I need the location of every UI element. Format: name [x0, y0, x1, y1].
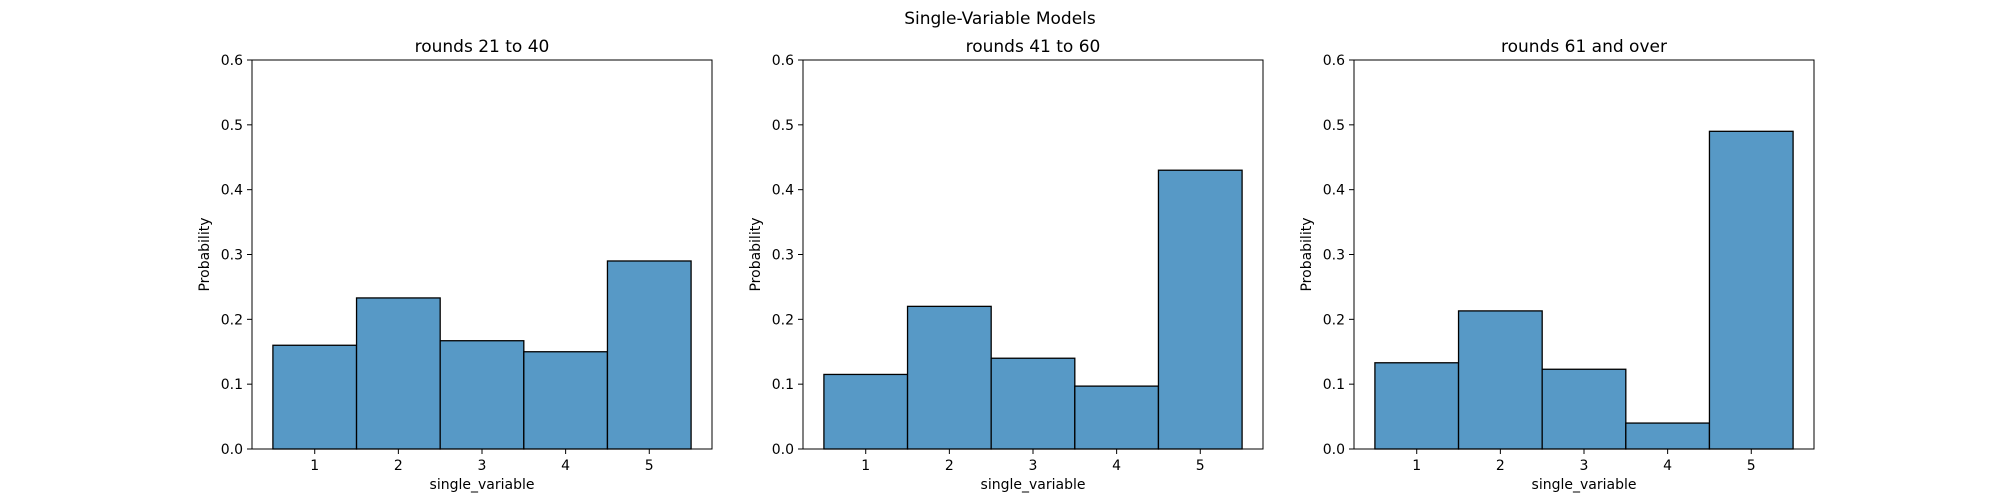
- chart-panel-2: 1 2 3 4 5 0.0 0.1 0.2 0.3 0.4 0.5 0.6 single_variabl…: [748, 37, 1264, 493]
- x-tick-label: 1: [1412, 458, 1421, 474]
- x-tick-label: 5: [1196, 458, 1205, 474]
- y-tick-label: 0.5: [772, 118, 794, 134]
- y-tick-label: 0.1: [772, 377, 794, 393]
- figure-suptitle: Single-Variable Models: [904, 9, 1096, 29]
- y-axis-label: Probability: [197, 217, 213, 291]
- y-tick-label: 0.3: [221, 248, 243, 264]
- x-axis-label: single_variable: [430, 477, 535, 493]
- x-tick-label: 1: [861, 458, 870, 474]
- panel-title: rounds 61 and over: [1501, 37, 1667, 57]
- x-tick-label: 4: [561, 458, 570, 474]
- y-tick-label: 0.5: [221, 118, 243, 134]
- y-tick-label: 0.0: [772, 442, 794, 458]
- x-axis-label: single_variable: [981, 477, 1086, 493]
- bar-4: [1074, 385, 1160, 450]
- y-tick-label: 0.6: [772, 53, 794, 69]
- bar-3: [990, 357, 1076, 450]
- y-axis-label: Probability: [1299, 217, 1315, 291]
- bar-3: [1541, 368, 1627, 450]
- y-tick-label: 0.2: [221, 312, 243, 328]
- bar-4: [523, 351, 609, 450]
- bar-1: [272, 344, 358, 450]
- y-tick-label: 0.0: [221, 442, 243, 458]
- bar-2: [1457, 310, 1543, 450]
- x-tick-label: 3: [1580, 458, 1589, 474]
- chart-panel-1: 1 2 3 4 5 0.0 0.1 0.2 0.3 0.4 0.5 0.6 single_variabl…: [197, 37, 713, 493]
- y-tick-label: 0.2: [772, 312, 794, 328]
- x-tick-label: 5: [645, 458, 654, 474]
- x-tick-label: 2: [394, 458, 403, 474]
- x-axis-label: single_variable: [1532, 477, 1637, 493]
- y-tick-label: 0.0: [1323, 442, 1345, 458]
- y-tick-label: 0.3: [1323, 248, 1345, 264]
- bar-4: [1625, 422, 1711, 450]
- bar-1: [823, 373, 909, 450]
- panel-title: rounds 41 to 60: [966, 37, 1101, 57]
- panel-title: rounds 21 to 40: [415, 37, 550, 57]
- x-tick-label: 2: [1496, 458, 1505, 474]
- y-tick-label: 0.6: [1323, 53, 1345, 69]
- bar-5: [606, 260, 692, 450]
- x-tick-label: 4: [1112, 458, 1121, 474]
- y-tick-label: 0.3: [772, 248, 794, 264]
- x-tick-label: 2: [945, 458, 954, 474]
- bar-2: [906, 305, 992, 450]
- x-tick-label: 5: [1747, 458, 1756, 474]
- y-tick-label: 0.5: [1323, 118, 1345, 134]
- y-tick-label: 0.6: [221, 53, 243, 69]
- y-tick-label: 0.4: [221, 183, 243, 199]
- bar-5: [1708, 130, 1794, 450]
- x-tick-label: 1: [310, 458, 319, 474]
- chart-panels: 1 2 3 4 5 0.0 0.1 0.2 0.3 0.4 0.5 0.6 single_variabl…: [197, 37, 1815, 493]
- x-tick-label: 3: [478, 458, 487, 474]
- y-tick-label: 0.1: [1323, 377, 1345, 393]
- x-tick-label: 4: [1663, 458, 1672, 474]
- y-axis-label: Probability: [748, 217, 764, 291]
- bar-1: [1374, 362, 1460, 450]
- chart-panel-3: 1 2 3 4 5 0.0 0.1 0.2 0.3 0.4 0.5 0.6 single_variabl…: [1299, 37, 1815, 493]
- y-tick-label: 0.4: [1323, 183, 1345, 199]
- bar-5: [1157, 169, 1243, 450]
- x-tick-label: 3: [1029, 458, 1038, 474]
- bar-2: [355, 297, 441, 450]
- y-tick-label: 0.4: [772, 183, 794, 199]
- bar-3: [439, 340, 525, 450]
- y-tick-label: 0.1: [221, 377, 243, 393]
- y-tick-label: 0.2: [1323, 312, 1345, 328]
